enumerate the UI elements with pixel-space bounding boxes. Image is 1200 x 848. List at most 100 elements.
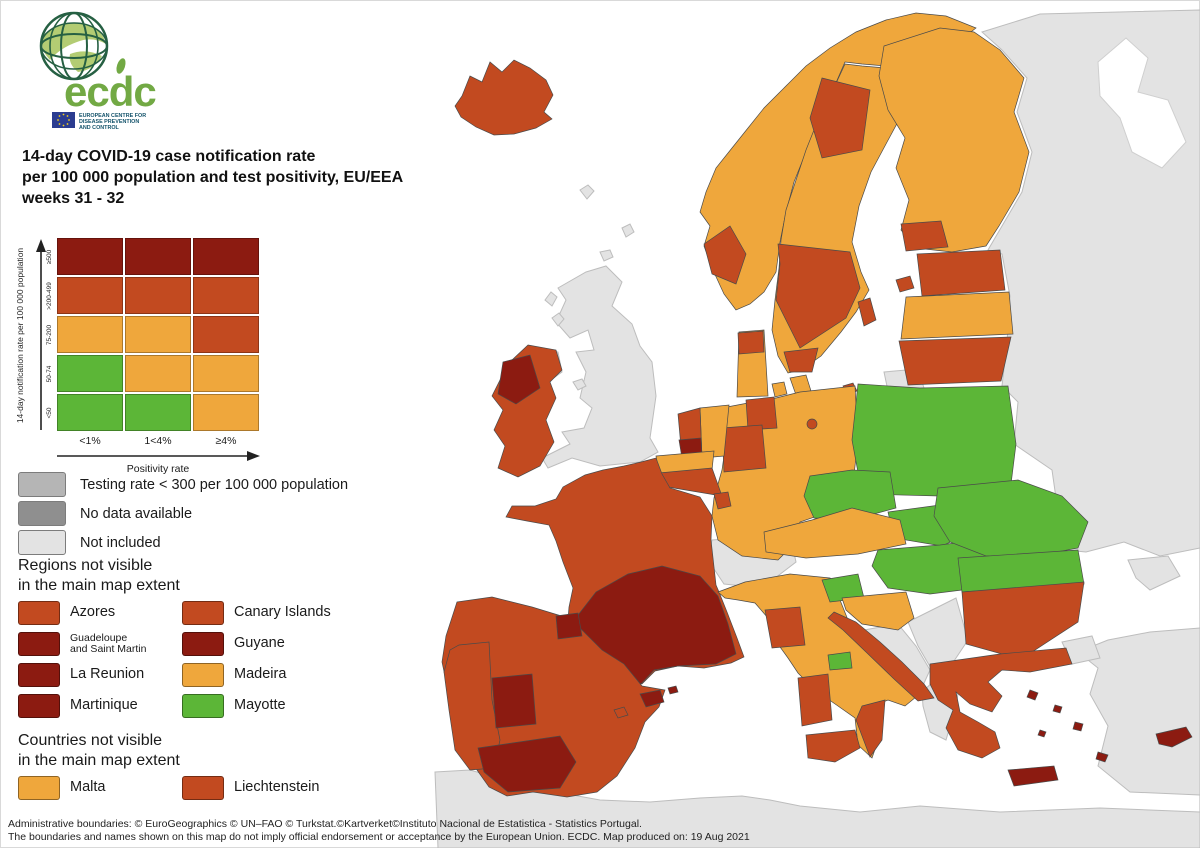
map-region-aegean-island: [1052, 704, 1063, 714]
globe-icon: [39, 11, 109, 81]
map-region-denmark-north: [737, 330, 765, 355]
map-region-luxembourg: [713, 491, 732, 510]
countries-section-heading: Countries not visible in the main map ex…: [18, 731, 180, 771]
matrix-cell-r2-c2: [193, 316, 259, 353]
matrix-grid: [57, 238, 259, 431]
matrix-row-label: 50-74: [46, 365, 53, 382]
matrix-row-label: <50: [46, 406, 53, 419]
map-note-row: Not included: [18, 528, 348, 557]
matrix-x-label: 1<4%: [144, 435, 172, 447]
map-region-norway: [699, 12, 977, 311]
legend-label: Azores: [70, 604, 116, 621]
legend-label: Guyane: [234, 635, 285, 652]
map-region-croatia-coast: [827, 611, 935, 702]
map-region-serbia: [907, 597, 969, 671]
matrix-row-label: >200-499: [46, 281, 53, 310]
map-region-switzerland: [707, 533, 797, 589]
map-region-berlin: [806, 418, 818, 430]
legend-label: Martinique: [70, 697, 138, 714]
map-region-romania: [933, 479, 1089, 557]
matrix-y-axis-title: 14-day notification rate per 100 000 pop…: [15, 247, 25, 424]
regions-section-heading: Regions not visible in the main map exte…: [18, 556, 180, 596]
matrix-cell-r2-c0: [57, 316, 123, 353]
map-region-slovenia: [821, 573, 865, 603]
map-region-portugal: [443, 641, 501, 771]
map-note-row: No data available: [18, 499, 348, 528]
map-region-aegean-island: [1037, 729, 1047, 738]
matrix-cell-r3-c2: [193, 355, 259, 392]
map-region-north-macedonia: [951, 661, 983, 685]
map-region-slovakia: [887, 504, 977, 547]
map-region-tuscany: [764, 606, 806, 649]
map-region-spain: [441, 596, 666, 798]
matrix-x-axis-arrow: [57, 451, 260, 461]
map-region-bulgaria-south: [961, 581, 1085, 655]
map-notes-legend: Testing rate < 300 per 100 000 populatio…: [18, 470, 348, 557]
title-line-1: 14-day COVID-19 case notification rate: [22, 148, 316, 165]
map-region-norway-west: [703, 225, 747, 285]
legend-swatch-la-reunion: [18, 663, 60, 687]
map-region-isle-of-man: [572, 378, 587, 391]
map-region-kaliningrad: [883, 368, 925, 392]
map-title: 14-day COVID-19 case notification rate p…: [22, 146, 492, 209]
map-region-bosnia: [863, 623, 931, 693]
map-region-estonia-islands: [895, 275, 915, 293]
map-region-shetland: [621, 223, 635, 238]
matrix-x-label: ≥4%: [215, 435, 237, 447]
matrix-row-label: 75-200: [46, 324, 53, 345]
legend-swatch-mayotte: [182, 694, 224, 718]
map-region-orkney: [599, 249, 614, 262]
map-region-white-sea: [1097, 37, 1187, 169]
map-region-poland: [851, 383, 1017, 497]
legend-swatch-canary-islands: [182, 601, 224, 625]
legend-swatch-no_data: [18, 501, 66, 526]
map-region-crimea: [1127, 555, 1181, 591]
org-line-3: AND CONTROL: [79, 125, 120, 131]
legend-label: Malta: [70, 779, 106, 796]
map-region-menorca: [667, 685, 679, 695]
legend-swatch-testing_low: [18, 472, 66, 497]
map-region-gotland: [857, 297, 877, 327]
regions-legend-grid: Azores Canary Islands Guadeloupe and Saint…: [18, 601, 394, 718]
rate-positivity-matrix-legend: 14-day notification rate per 100 000 pop…: [0, 238, 280, 483]
map-region-northern-ireland: [527, 346, 563, 383]
legend-label: Testing rate < 300 per 100 000 populatio…: [80, 476, 349, 493]
map-region-estonia: [916, 249, 1006, 297]
matrix-cell-r2-c1: [125, 316, 191, 353]
matrix-cell-r3-c1: [125, 355, 191, 392]
matrix-cell-r0-c2: [193, 238, 259, 275]
org-line-1: EUROPEAN CENTRE FOR: [79, 113, 146, 119]
map-region-netherlands-southwest: [678, 437, 703, 459]
legend-label: No data available: [80, 505, 193, 522]
map-region-denmark-jutland: [736, 329, 769, 398]
matrix-cell-r0-c1: [125, 238, 191, 275]
eu-flag-icon: [52, 112, 75, 128]
map-region-sweden-south: [783, 347, 819, 373]
map-note-row: Testing rate < 300 per 100 000 populatio…: [18, 470, 348, 499]
matrix-cell-r1-c2: [193, 277, 259, 314]
matrix-cell-r4-c0: [57, 394, 123, 431]
map-region-lithuania: [898, 336, 1012, 386]
legend-swatch-guyane: [182, 632, 224, 656]
legend-label: Liechtenstein: [234, 779, 320, 796]
map-region-ireland-northwest: [497, 354, 541, 405]
matrix-cell-r0-c0: [57, 238, 123, 275]
matrix-x-label: <1%: [79, 435, 101, 447]
title-line-3: weeks 31 - 32: [22, 190, 125, 208]
legend-swatch-liechtenstein: [182, 776, 224, 800]
legend-swatch-azores: [18, 601, 60, 625]
matrix-x-labels: <1% 1<4% ≥4%: [57, 435, 261, 447]
org-line-2: DISEASE PREVENTION: [79, 119, 139, 125]
map-region-hebrides: [544, 291, 558, 307]
legend-label: Not included: [80, 534, 161, 551]
map-region-austria: [763, 507, 907, 559]
matrix-row-label: ≥500: [46, 249, 53, 264]
map-region-croatia-inland: [841, 591, 915, 631]
legend-label: Mayotte: [234, 697, 286, 714]
legend-label: Canary Islands: [234, 604, 331, 621]
map-region-germany: [711, 385, 859, 561]
matrix-y-axis-arrow: [36, 239, 46, 430]
map-region-nrw: [721, 424, 767, 473]
legend-swatch-guadeloupe: [18, 632, 60, 656]
map-region-turkey: [1077, 627, 1200, 796]
